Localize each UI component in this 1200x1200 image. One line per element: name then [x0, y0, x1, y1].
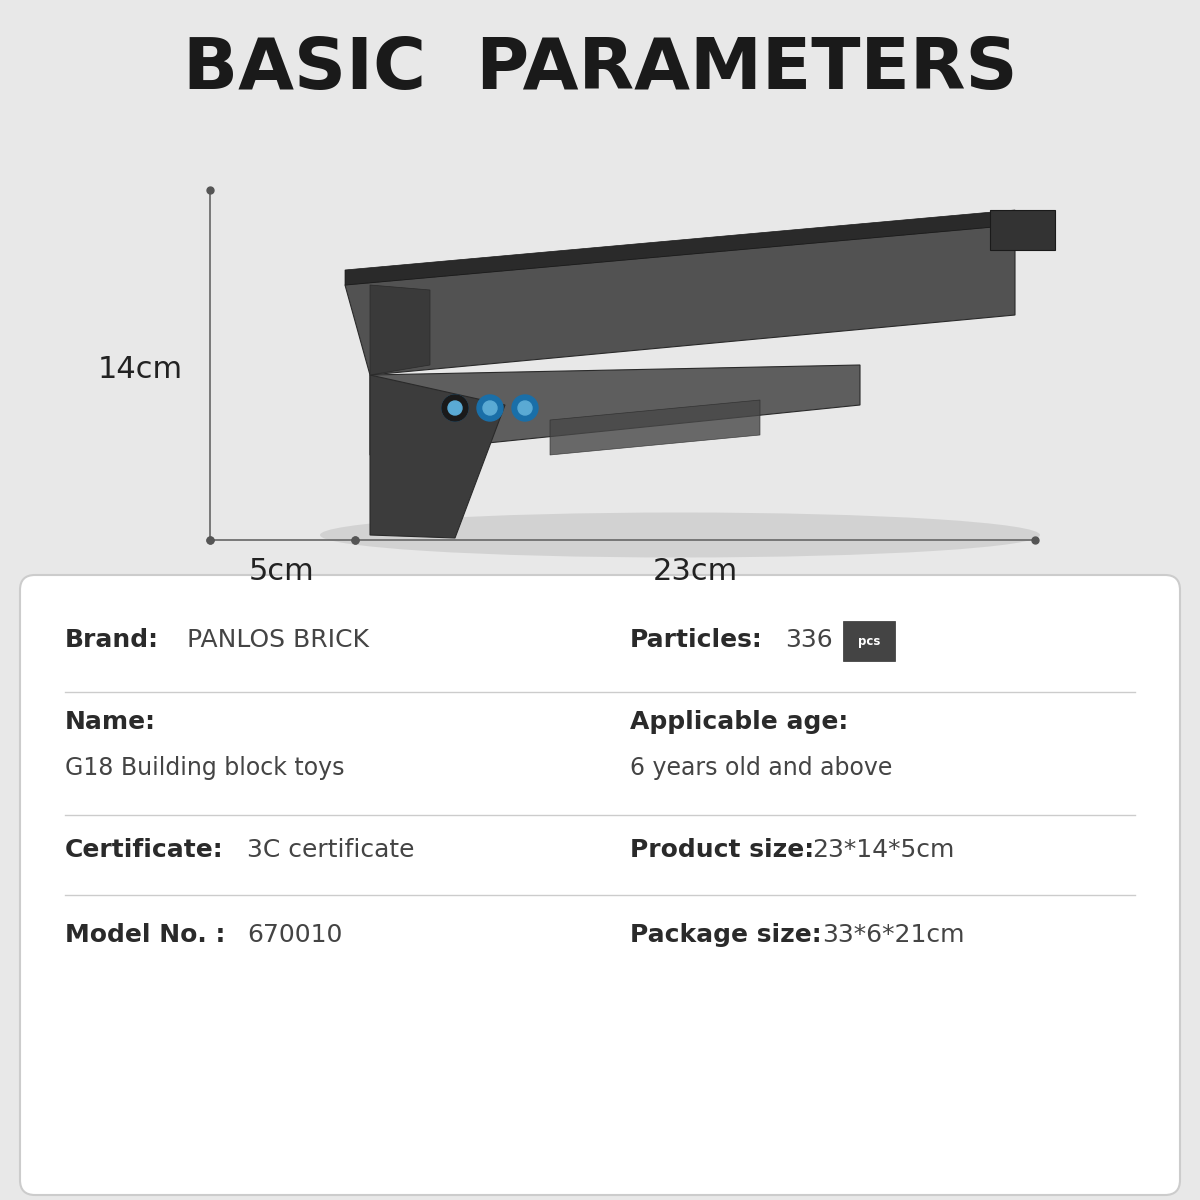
- Text: Certificate:: Certificate:: [65, 838, 223, 862]
- Text: 23*14*5cm: 23*14*5cm: [812, 838, 954, 862]
- Text: 6 years old and above: 6 years old and above: [630, 756, 893, 780]
- Text: G18 Building block toys: G18 Building block toys: [65, 756, 344, 780]
- Circle shape: [448, 401, 462, 415]
- Polygon shape: [550, 400, 760, 455]
- Ellipse shape: [320, 512, 1040, 558]
- Circle shape: [442, 395, 468, 421]
- Text: 5cm: 5cm: [250, 558, 314, 587]
- Polygon shape: [370, 374, 505, 538]
- Text: Package size:: Package size:: [630, 923, 822, 947]
- Text: Applicable age:: Applicable age:: [630, 710, 848, 734]
- Text: Product size:: Product size:: [630, 838, 814, 862]
- Circle shape: [512, 395, 538, 421]
- Text: 14cm: 14cm: [97, 355, 182, 384]
- Polygon shape: [370, 365, 860, 455]
- FancyBboxPatch shape: [20, 575, 1180, 1195]
- Polygon shape: [990, 210, 1055, 250]
- Circle shape: [518, 401, 532, 415]
- Circle shape: [482, 401, 497, 415]
- Text: pcs: pcs: [858, 635, 880, 648]
- Text: Particles:: Particles:: [630, 628, 763, 652]
- Polygon shape: [346, 210, 1015, 284]
- Circle shape: [478, 395, 503, 421]
- Text: 33*6*21cm: 33*6*21cm: [822, 923, 965, 947]
- Circle shape: [442, 395, 468, 421]
- Text: PANLOS BRICK: PANLOS BRICK: [187, 628, 370, 652]
- Text: Name:: Name:: [65, 710, 156, 734]
- Text: 3C certificate: 3C certificate: [247, 838, 414, 862]
- Text: Model No. :: Model No. :: [65, 923, 226, 947]
- Text: Brand:: Brand:: [65, 628, 158, 652]
- Text: 670010: 670010: [247, 923, 342, 947]
- Polygon shape: [346, 226, 1015, 374]
- Text: 336: 336: [785, 628, 833, 652]
- FancyBboxPatch shape: [842, 622, 895, 661]
- Polygon shape: [370, 284, 430, 374]
- Text: BASIC  PARAMETERS: BASIC PARAMETERS: [182, 36, 1018, 104]
- Text: 23cm: 23cm: [653, 558, 738, 587]
